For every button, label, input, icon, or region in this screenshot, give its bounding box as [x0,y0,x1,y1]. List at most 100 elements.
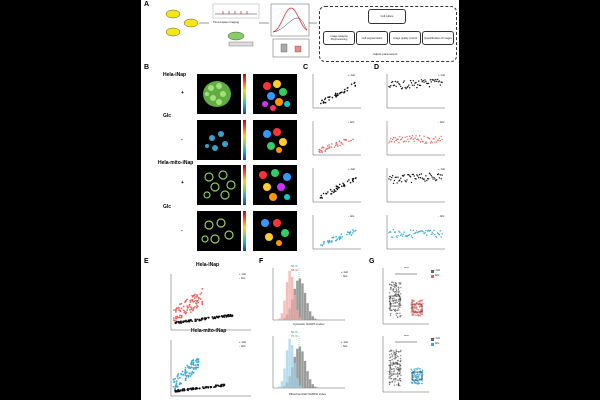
g-point [400,380,402,382]
e-red-point [197,297,200,300]
g-point [410,368,412,370]
g-point [394,353,396,355]
e-black-point [207,316,210,319]
scatter-point [324,150,327,152]
row-label-hela-inap: Hela-iNap [163,72,187,78]
series-point [391,174,394,177]
scatter-point [353,82,356,85]
g-point [414,381,416,384]
e-black-point [231,314,234,317]
e-blue-point [192,364,195,367]
series-point [398,82,400,85]
e-black-point [211,316,214,318]
e-red-point [199,293,202,296]
series-point [430,174,432,177]
scatter-point [331,190,333,193]
g-point [415,379,417,382]
series-point [421,80,423,83]
g-point [391,309,393,312]
g-point [400,359,402,362]
g-point [391,368,393,371]
series-point [411,84,414,86]
series-point [408,84,410,86]
series-point [431,176,433,178]
g-point [399,312,401,315]
e-blue-point [184,374,187,377]
e-black-point [223,384,226,387]
scatter-point [334,92,337,95]
series-point [409,233,411,236]
g-point [420,374,422,377]
series-point [388,178,390,180]
panel-label-a: A [144,1,150,8]
e-blue-point [191,370,194,373]
g-point [410,307,412,309]
sign-plus-1: + [181,90,184,96]
e-red-point [180,316,183,319]
legend-swatch [431,343,434,346]
series-point [436,141,438,143]
e-red-point [173,309,175,311]
g-point [413,309,415,311]
e-red-point [200,291,203,294]
e-red-point [195,295,198,298]
g-point [398,282,400,284]
cell-dish-icon-3 [183,18,199,28]
legend-d1: + Glc [438,73,446,77]
g-point [397,379,399,381]
hist-bar [303,360,307,388]
g-point [398,379,400,381]
scatter-point [348,179,350,181]
series-point [391,138,394,141]
hist-bar [296,348,299,388]
g-point [419,299,421,302]
panel-label-g: G [369,258,375,265]
micro-image-b6 [253,165,297,205]
legend-f3: + Glc [341,340,349,344]
scatter-point [337,186,339,188]
g-point [415,306,418,308]
g-point [396,312,399,315]
series-point [390,137,392,140]
g-point [414,310,417,312]
series-point [409,176,412,178]
series-point [420,79,423,81]
series-point [430,81,432,83]
scatter-point [346,233,348,236]
scatter-point [341,235,343,238]
g-point [415,307,417,310]
series-point [392,137,395,139]
micro-image-b2 [253,74,297,114]
series-point [419,84,422,87]
series-point [400,234,402,237]
series-point [441,81,443,84]
legend-c1: + Glc [348,73,356,77]
g-point [394,356,396,359]
g-point [419,315,421,317]
series-point [435,235,437,238]
scatter-point [329,188,332,191]
legend-swatch [431,270,434,273]
panel-c-scatters [312,74,361,250]
series-point [427,178,430,180]
g-point [415,375,417,377]
g-point [397,370,400,372]
row-label-glc-1: Glc [163,113,172,119]
g-point [395,379,397,381]
g-point [420,372,422,375]
g-point [394,366,397,368]
series-point [437,173,440,175]
e-black-point [198,319,201,322]
hist-bar [298,317,302,320]
series-point [425,175,427,177]
g-point [421,313,424,316]
scatter-point [346,89,349,92]
series-point [437,233,440,235]
legend-g3: + Glc [433,336,441,340]
series-point [432,178,434,180]
g-point [422,370,424,372]
hist-bar [291,345,294,388]
scatter-point [333,191,335,194]
e-red-point [195,299,197,302]
hist-bar [291,277,294,320]
